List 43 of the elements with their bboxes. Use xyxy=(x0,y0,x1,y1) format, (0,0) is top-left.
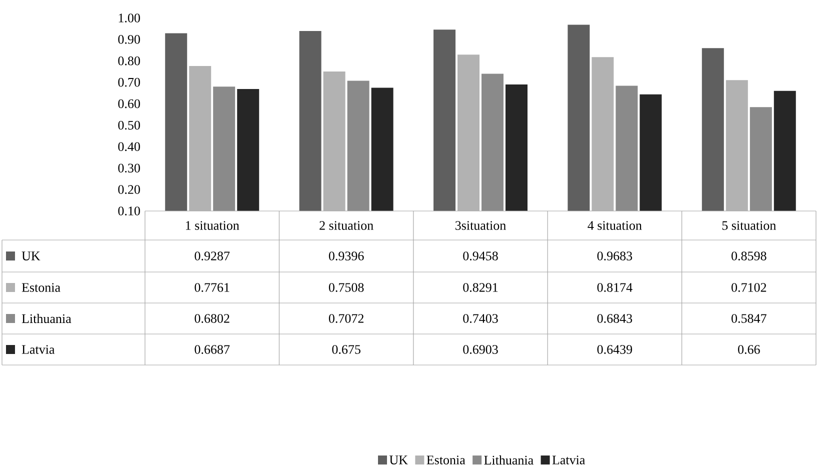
data-label: 0.7403 xyxy=(463,314,498,323)
data-label: 0.6903 xyxy=(463,345,498,354)
legend-label: Estonia xyxy=(22,283,60,292)
y-tick-label: 1.00 xyxy=(118,14,140,22)
y-tick-label: 0.80 xyxy=(118,56,140,66)
data-label: 0.9683 xyxy=(597,252,632,260)
data-label: 0.8174 xyxy=(597,283,632,292)
text: UK xyxy=(389,456,408,464)
data-label: 0.6843 xyxy=(597,314,632,323)
data-label: 0.6439 xyxy=(597,345,632,354)
y-tick-label: 0.10 xyxy=(118,206,140,216)
y-tick-label: 0.70 xyxy=(118,78,140,87)
y-tick-label: 0.20 xyxy=(118,185,140,194)
text: Lithuania xyxy=(484,455,534,465)
y-tick-label: 0.90 xyxy=(118,35,140,44)
data-label: 0.7761 xyxy=(194,283,230,292)
data-label: 0.7072 xyxy=(328,314,364,323)
data-label: 0.8598 xyxy=(732,252,766,260)
y-tick-label: 0.30 xyxy=(118,164,140,173)
text: Latvia xyxy=(552,456,586,464)
data-label: 0.9287 xyxy=(194,252,230,260)
y-tick-label: 0.40 xyxy=(118,142,140,152)
legend-label: Lithuania xyxy=(22,314,72,324)
x-tick-label: 3situation xyxy=(455,221,506,230)
data-label: 0.5847 xyxy=(732,314,766,323)
data-label: 0.9396 xyxy=(328,252,364,260)
legend-label: Latvia xyxy=(22,345,55,354)
x-tick-label: 2 situation xyxy=(320,221,374,230)
x-tick-label: 1 situation xyxy=(186,221,240,230)
y-tick-label: 0.60 xyxy=(118,99,140,108)
data-label: 0.7102 xyxy=(732,283,766,292)
text: Estonia xyxy=(426,456,466,464)
data-label: 0.6687 xyxy=(194,345,230,354)
data-label: 0.6802 xyxy=(194,314,230,323)
data-label: 0.9458 xyxy=(463,252,498,260)
data-label: 0.8291 xyxy=(463,283,498,292)
data-label: 0.675 xyxy=(332,345,360,354)
data-label: 0.7508 xyxy=(328,283,364,292)
y-tick-label: 0.50 xyxy=(118,120,140,130)
legend-label: UK xyxy=(22,252,40,260)
x-tick-label: 5 situation xyxy=(722,221,776,230)
x-tick-label: 4 situation xyxy=(588,221,642,230)
data-label: 0.66 xyxy=(738,345,760,354)
